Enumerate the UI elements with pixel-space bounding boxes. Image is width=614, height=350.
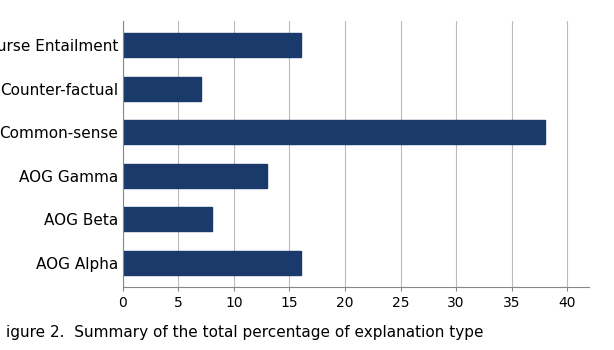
Bar [123, 77, 201, 101]
Bar [123, 164, 267, 188]
Bar [123, 120, 545, 144]
Text: igure 2.  Summary of the total percentage of explanation type: igure 2. Summary of the total percentage… [6, 324, 484, 339]
Bar [123, 251, 301, 275]
Bar [123, 207, 212, 231]
Bar [123, 33, 301, 57]
